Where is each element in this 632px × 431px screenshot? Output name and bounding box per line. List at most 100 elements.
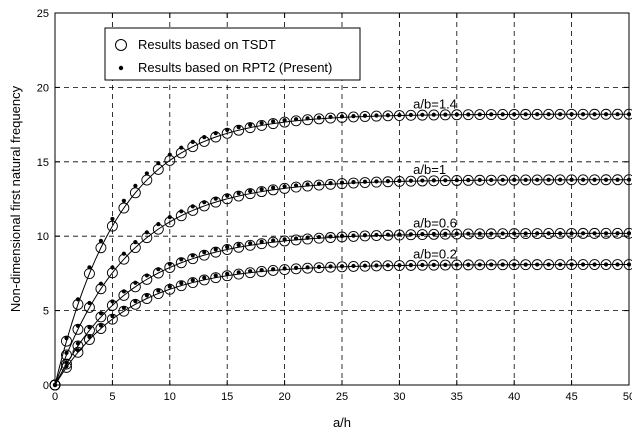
- rpt2-marker: [259, 239, 264, 244]
- rpt2-marker: [75, 341, 81, 346]
- rpt2-marker: [202, 200, 207, 205]
- rpt2-marker: [213, 247, 218, 252]
- legend-open-circle-icon: [115, 39, 127, 51]
- rpt2-marker: [144, 230, 149, 235]
- x-tick-label: 10: [164, 391, 176, 403]
- rpt2-marker: [615, 112, 620, 117]
- rpt2-marker: [328, 264, 333, 269]
- rpt2-marker: [179, 257, 184, 262]
- rpt2-marker: [225, 244, 230, 250]
- tsdt-marker: [600, 259, 612, 270]
- tsdt-marker: [439, 175, 451, 187]
- tsdt-marker: [256, 266, 268, 277]
- tsdt-marker: [474, 174, 486, 186]
- rpt2-marker: [362, 113, 368, 118]
- tsdt-marker: [554, 174, 566, 186]
- tsdt-marker: [221, 244, 233, 255]
- tsdt-marker: [336, 178, 348, 190]
- rpt2-marker: [397, 112, 402, 118]
- tsdt-marker: [256, 238, 268, 250]
- rpt2-marker: [569, 262, 574, 267]
- tsdt-marker: [359, 230, 371, 242]
- rpt2-marker: [64, 360, 69, 365]
- tsdt-marker: [543, 259, 555, 271]
- rpt2-marker: [339, 180, 345, 185]
- rpt2-marker: [489, 112, 494, 117]
- rpt2-marker: [213, 196, 218, 201]
- tsdt-marker: [462, 174, 474, 186]
- rpt2-marker: [489, 262, 494, 267]
- rpt2-marker: [293, 117, 299, 122]
- tsdt-marker: [118, 202, 130, 214]
- x-tick-label: 50: [623, 391, 632, 403]
- rpt2-marker: [569, 177, 574, 182]
- rpt2-marker: [98, 281, 104, 286]
- rpt2-marker: [156, 267, 161, 272]
- rpt2-marker: [271, 119, 276, 124]
- tsdt-marker: [497, 109, 509, 120]
- rpt2-marker: [225, 193, 230, 198]
- tsdt-marker: [336, 261, 348, 273]
- rpt2-marker: [190, 253, 195, 258]
- rpt2-marker: [592, 262, 597, 267]
- tsdt-marker: [520, 259, 532, 271]
- tsdt-marker: [589, 108, 601, 120]
- rpt2-marker: [144, 293, 149, 298]
- rpt2-marker: [523, 231, 528, 236]
- rpt2-marker: [523, 262, 528, 267]
- tsdt-marker: [612, 259, 623, 270]
- legend-filled-dot-icon: [118, 65, 124, 71]
- tsdt-marker: [543, 108, 555, 120]
- rpt2-marker: [248, 269, 253, 274]
- tsdt-marker: [393, 110, 405, 121]
- y-tick-label: 20: [37, 82, 49, 94]
- rpt2-marker: [477, 177, 482, 183]
- rpt2-marker: [397, 263, 402, 268]
- rpt2-marker: [362, 233, 368, 238]
- rpt2-marker: [477, 112, 482, 117]
- rpt2-marker: [316, 181, 322, 186]
- legend-box: [104, 27, 361, 81]
- rpt2-marker: [271, 267, 276, 272]
- tsdt-marker: [359, 111, 371, 122]
- tsdt-marker: [382, 176, 394, 188]
- rpt2-marker: [385, 179, 391, 184]
- rpt2-marker: [64, 336, 69, 341]
- tsdt-marker: [416, 259, 428, 271]
- rpt2-marker: [512, 112, 517, 117]
- rpt2-marker: [558, 112, 563, 117]
- rpt2-marker: [408, 232, 413, 237]
- rpt2-marker: [351, 114, 356, 119]
- rpt2-marker: [202, 250, 207, 255]
- tsdt-marker: [428, 228, 440, 240]
- rpt2-marker: [282, 184, 287, 189]
- rpt2-marker: [580, 177, 586, 182]
- rpt2-marker: [489, 177, 494, 183]
- tsdt-marker: [370, 110, 382, 122]
- tsdt-marker: [382, 229, 394, 241]
- rpt2-marker: [558, 231, 563, 236]
- rpt2-marker: [558, 177, 563, 182]
- tsdt-marker: [325, 112, 336, 124]
- tsdt-marker: [462, 109, 474, 121]
- tsdt-marker: [244, 122, 256, 134]
- tsdt-marker: [302, 233, 314, 245]
- rpt2-marker: [339, 233, 345, 239]
- tsdt-marker: [221, 270, 233, 282]
- tsdt-marker: [416, 229, 428, 240]
- rpt2-marker: [213, 131, 218, 136]
- rpt2-marker: [408, 112, 413, 118]
- rpt2-marker: [293, 236, 299, 241]
- tsdt-marker: [566, 227, 578, 239]
- rpt2-marker: [374, 179, 379, 184]
- rpt2-marker: [271, 185, 276, 190]
- tsdt-marker: [279, 264, 291, 276]
- rpt2-marker: [443, 231, 448, 236]
- tsdt-marker: [577, 259, 589, 271]
- tsdt-marker: [462, 259, 474, 271]
- rpt2-marker: [236, 242, 241, 248]
- tsdt-marker: [313, 113, 325, 125]
- rpt2-marker: [179, 145, 184, 150]
- rpt2-marker: [305, 182, 310, 187]
- tsdt-marker: [382, 260, 394, 272]
